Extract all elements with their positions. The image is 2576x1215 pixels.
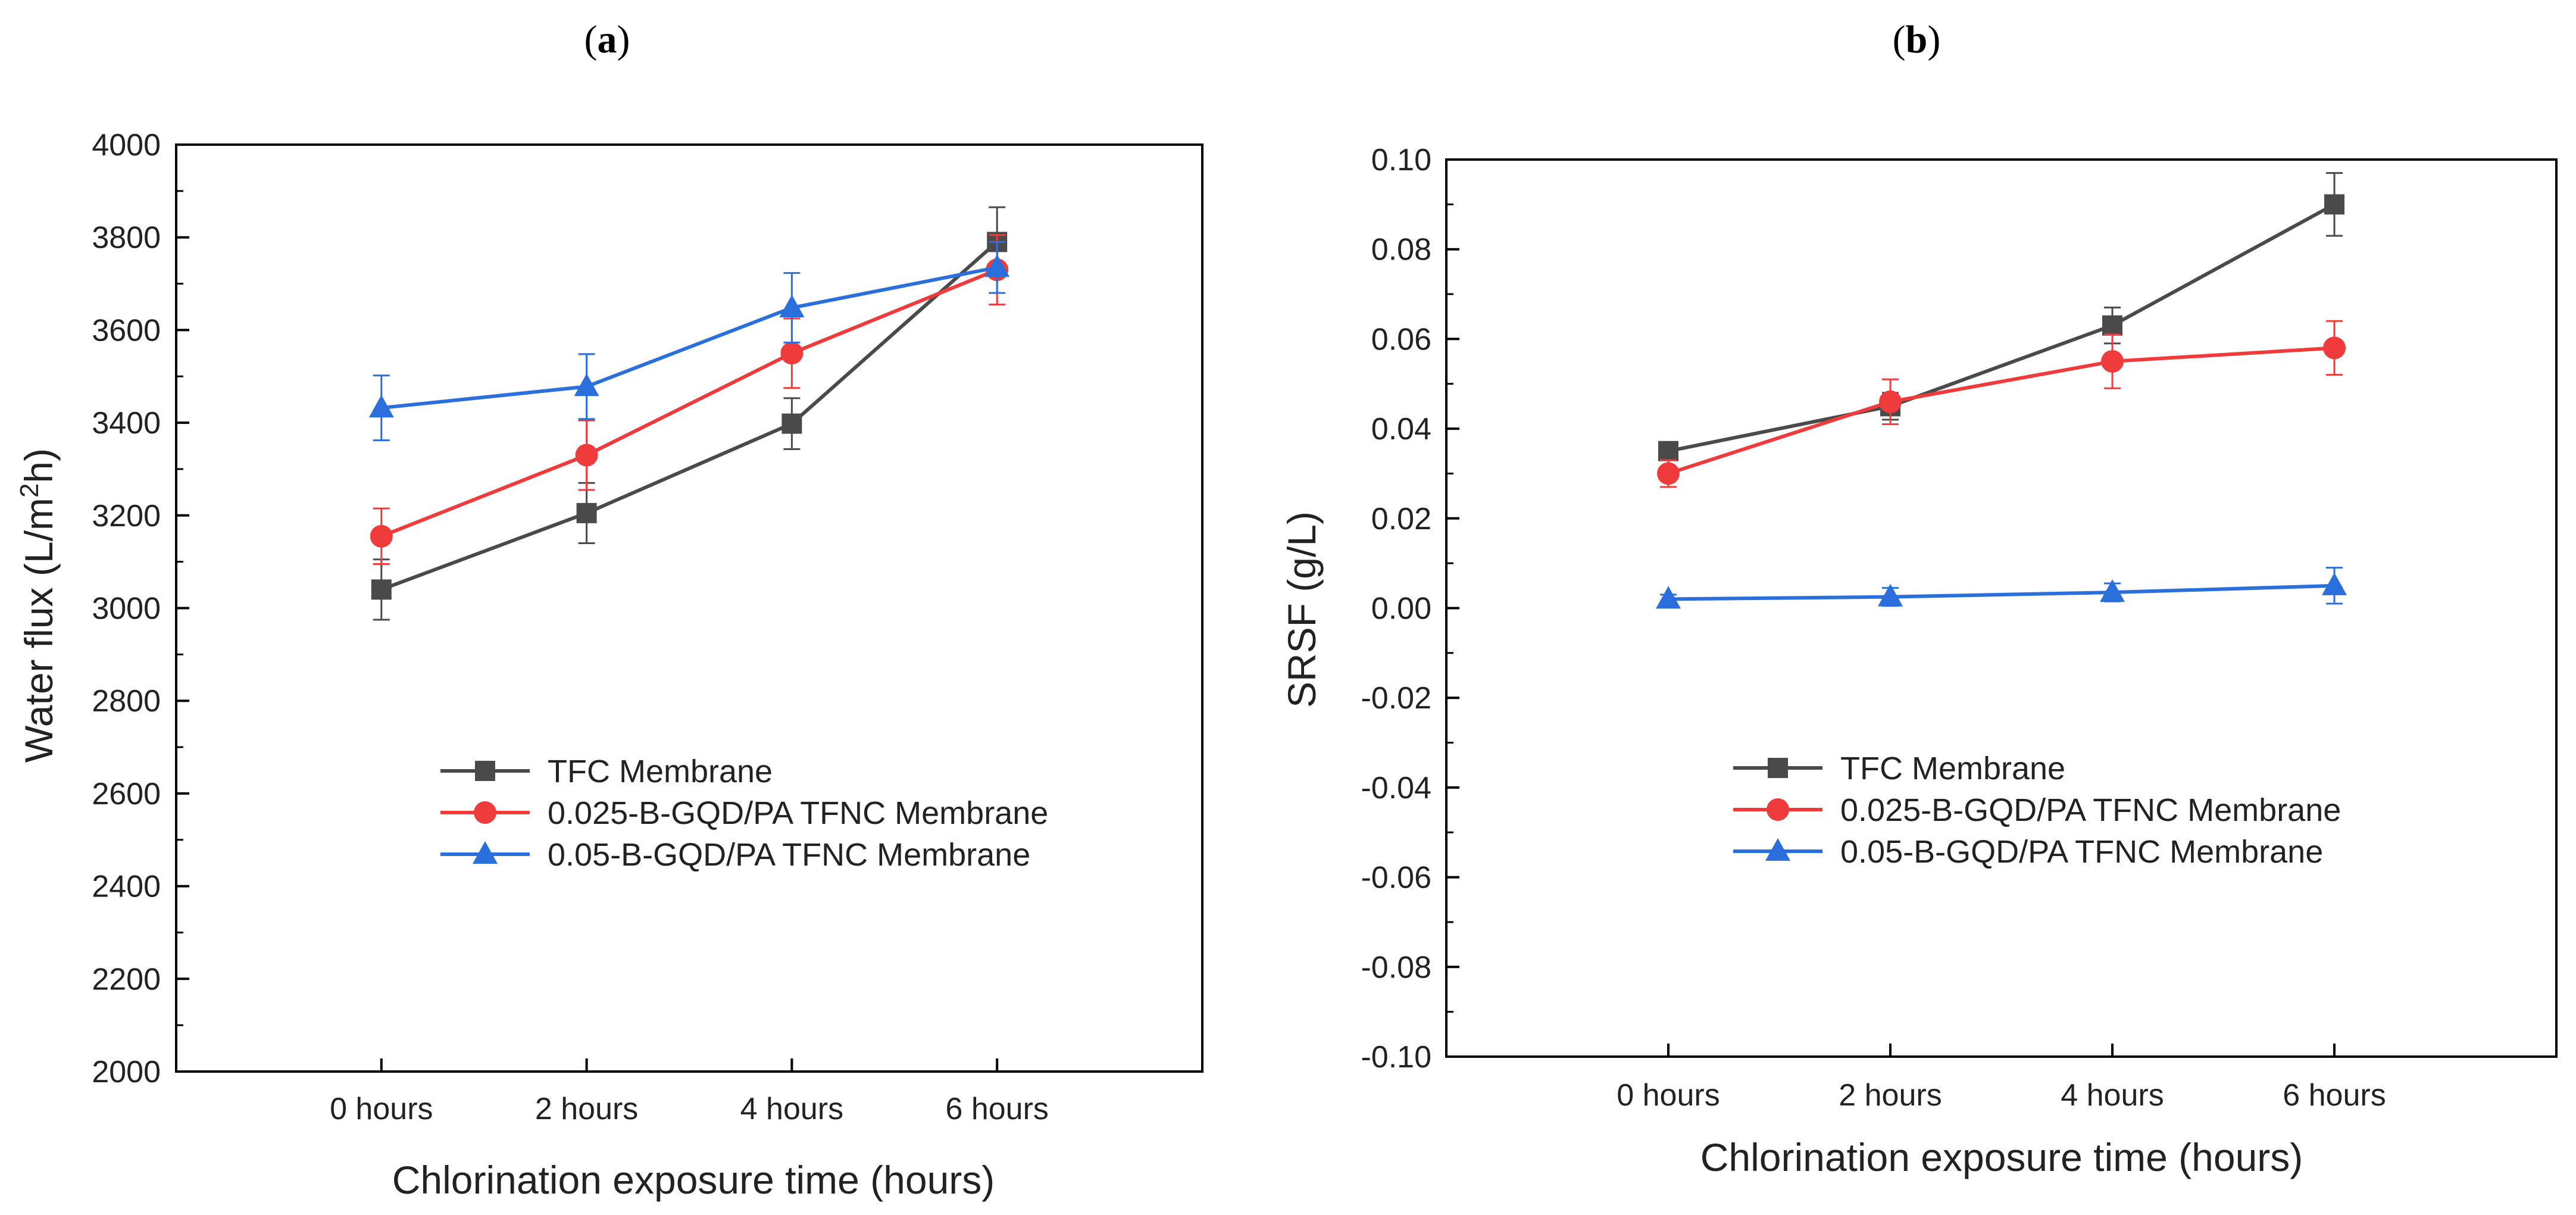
- panel-a-x-tick-label: 0 hours: [330, 1092, 433, 1126]
- panel-a-y-tick-label: 2800: [92, 684, 161, 719]
- panel-b-series-2-point: [2101, 350, 2124, 373]
- panel-b-plot-frame: [1445, 158, 2558, 1058]
- panel-b-label: (b): [1893, 18, 1941, 61]
- panel-a-series-3-point: [368, 395, 394, 418]
- panel-b-series-2-point: [2323, 336, 2346, 360]
- panel-b-x-tick-label: 4 hours: [2061, 1078, 2164, 1113]
- panel-a-series-2-legend-label: 0.025-B-GQD/PA TFNC Membrane: [548, 795, 1048, 831]
- panel-a-plot-frame: [175, 143, 1203, 1073]
- panel-a-y-tick-label: 2000: [92, 1055, 161, 1089]
- panel-a-series-2-line: [380, 268, 998, 538]
- panel-a-series-2-point: [575, 443, 598, 467]
- panel-a-series-3-point: [779, 295, 805, 318]
- panel-b-series-1-point: [2102, 315, 2122, 336]
- panel-b-series-1-legend-marker: [1768, 758, 1788, 778]
- panel-a-y-tick-label: 3600: [92, 313, 161, 348]
- panel-a-y-axis-title: Water flux (L/m2h): [15, 448, 61, 763]
- panel-a-y-tick-label: 2200: [92, 962, 161, 997]
- panel-b-series-3-point: [1878, 583, 1903, 607]
- panel-a-y-tick-label: 3200: [92, 499, 161, 533]
- panel-b-series-3-point: [2322, 572, 2347, 595]
- panel-a-y-tick-label: 4000: [92, 128, 161, 163]
- panel-b-y-tick-label: 0.00: [1371, 592, 1431, 626]
- panel-a-series-1-legend-marker: [475, 761, 495, 781]
- panel-a-x-tick-label: 6 hours: [945, 1092, 1048, 1126]
- panel-b-x-axis-title: Chlorination exposure time (hours): [1700, 1135, 2303, 1179]
- panel-a-series-2-legend-marker: [474, 801, 496, 824]
- panel-a-label: (a): [584, 18, 630, 61]
- panel-a-series-3-point: [574, 373, 599, 396]
- panel-b-series-2-legend-marker: [1767, 798, 1789, 821]
- panel-b-x-tick-label: 2 hours: [1839, 1078, 1942, 1113]
- panel-b-plot: -0.10 -0.08 -0.06 -0.04 -0.02 0.00 0.02 0.04 0.0…: [1361, 143, 2558, 1113]
- panel-b-series-2-legend-label: 0.025-B-GQD/PA TFNC Membrane: [1840, 792, 2341, 828]
- panel-b-y-tick-label: -0.10: [1361, 1040, 1431, 1075]
- panel-a-y-tick-label: 3000: [92, 592, 161, 626]
- panel-a-series-3-point: [984, 254, 1010, 277]
- panel-b-series-3-legend-marker: [1765, 838, 1790, 861]
- panel-b-series-2-point: [1879, 390, 1902, 413]
- panel-a-series-1-point: [576, 502, 597, 523]
- panel-b-series-3-legend-label: 0.05-B-GQD/PA TFNC Membrane: [1840, 834, 2323, 870]
- panel-a-series-3-line: [381, 266, 998, 410]
- panel-a-y-tick-label: 2600: [92, 777, 161, 811]
- panel-b-y-tick-label: 0.08: [1371, 233, 1431, 267]
- panel-b-y-tick-label: 0.10: [1371, 143, 1431, 177]
- panel-a-x-tick-label: 2 hours: [535, 1092, 638, 1126]
- panel-a-series-1-point: [371, 579, 392, 600]
- panel-b-series-1-line: [1668, 202, 2336, 453]
- panel-b-series-1-legend-label: TFC Membrane: [1840, 751, 2065, 786]
- panel-b-series-1-point: [1658, 441, 1678, 461]
- panel-a-series-1-legend-label: TFC Membrane: [548, 754, 773, 789]
- panel-b-y-tick-label: 0.06: [1371, 322, 1431, 357]
- panel-b-y-tick-label: -0.04: [1361, 771, 1431, 805]
- panel-b-y-tick-label: 0.02: [1371, 502, 1431, 536]
- panel-b-x-tick-label: 6 hours: [2283, 1078, 2386, 1113]
- panel-a-x-axis-title: Chlorination exposure time (hours): [392, 1158, 995, 1202]
- panel-b-series-1-point: [2324, 194, 2344, 215]
- panel-b-series-3-point: [1656, 586, 1681, 609]
- panel-a-x-tick-label: 4 hours: [740, 1092, 843, 1126]
- panel-b-y-tick-label: -0.08: [1361, 950, 1431, 985]
- panel-a-series-2-point: [370, 524, 393, 548]
- panel-b-y-axis-title: SRSF (g/L): [1280, 511, 1324, 708]
- panel-a-series-3-legend-label: 0.05-B-GQD/PA TFNC Membrane: [548, 837, 1030, 873]
- panel-a-series-2-point: [780, 342, 804, 365]
- panel-b-series-2-line: [1668, 346, 2335, 476]
- panel-a-plot: 2000 2200 2400 2600 2800 3000 3200 3400 3600 3800…: [92, 128, 1203, 1126]
- panel-a-y-tick-label: 3800: [92, 221, 161, 255]
- panel-b-y-tick-label: -0.06: [1361, 861, 1431, 895]
- panel-b-series-2-point: [1657, 462, 1680, 485]
- panel-b-x-tick-label: 0 hours: [1617, 1078, 1720, 1113]
- panel-b-series-3-line: [1668, 583, 2335, 601]
- panel-a-series-1-line: [380, 240, 999, 592]
- panel-a-y-tick-label: 2400: [92, 870, 161, 904]
- panel-b-series-3-point: [2100, 579, 2125, 602]
- panel-b-y-tick-label: -0.02: [1361, 681, 1431, 716]
- panel-a-series-1-point: [781, 413, 802, 434]
- panel-b-y-tick-label: 0.04: [1371, 412, 1431, 446]
- panel-a-series-3-legend-marker: [473, 841, 498, 864]
- panel-a-y-tick-label: 3400: [92, 406, 161, 441]
